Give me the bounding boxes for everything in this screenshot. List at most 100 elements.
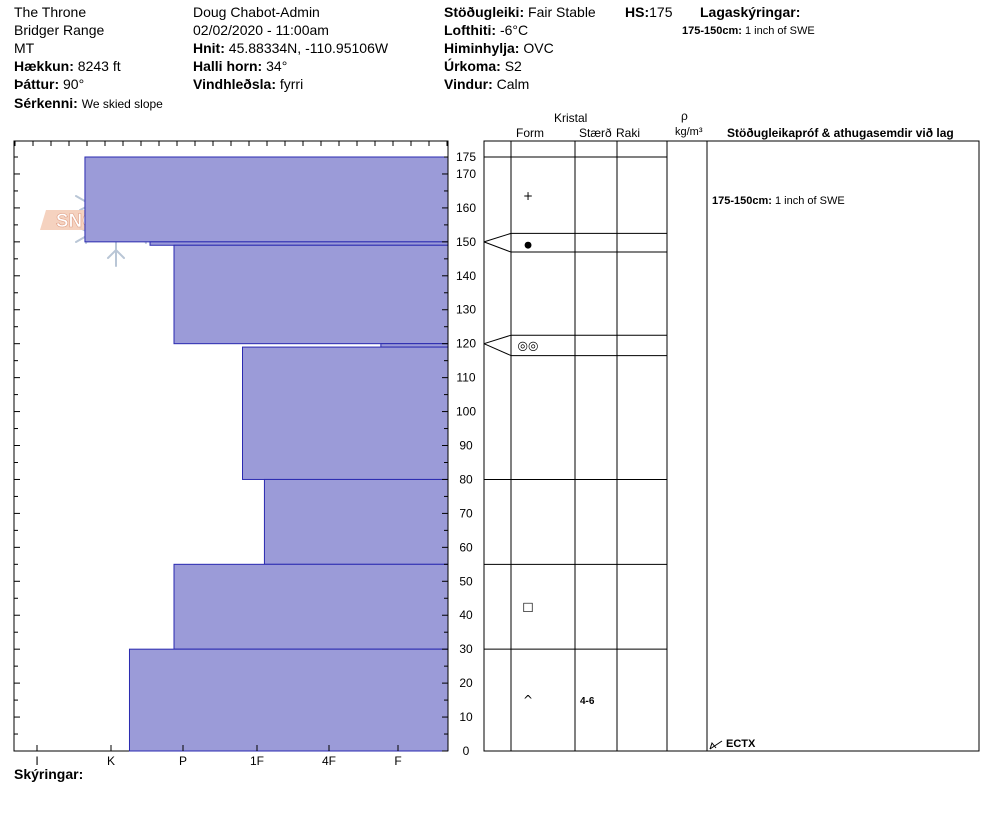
y-tick-label-130: 130 [456, 303, 476, 317]
comment-range: 175-150cm: [712, 195, 772, 207]
y-tick-label-100: 100 [456, 405, 476, 419]
tests-header: Stöðugleikapróf & athugasemdir við lag [727, 126, 954, 140]
wind-loading-value: fyrri [279, 76, 304, 92]
hardness-bar-2 [173, 244, 449, 345]
air-temp-value: -6°C [499, 22, 529, 38]
y-tick-label-0: 0 [463, 744, 470, 758]
y-tick-label-40: 40 [459, 608, 473, 622]
y-tick-label-140: 140 [456, 269, 476, 283]
grain-size-4: 4-6 [580, 696, 595, 707]
grain-form-1: ● [524, 241, 532, 251]
snow-height: HS:175 [625, 4, 672, 20]
hardness-bar-5 [263, 478, 449, 565]
comment-text: 1 inch of SWE [775, 195, 845, 207]
sky-value: OVC [523, 40, 554, 56]
form-header: Form [516, 126, 544, 140]
hs-label: HS: [625, 4, 650, 20]
test-arrow [709, 740, 723, 750]
stability: Stöðugleiki: Fair Stable [444, 4, 596, 20]
test-result: ECTX [726, 738, 756, 750]
test-arrow-head [709, 741, 717, 750]
hardness-bar-6 [173, 563, 449, 650]
air-temp-label: Lofthiti: [444, 22, 497, 38]
layer-note-range: 175-150cm: [682, 25, 742, 37]
x-tick-label-F: F [394, 754, 401, 768]
features: Sérkenni: We skied slope [14, 95, 163, 112]
y-tick-label-150: 150 [456, 235, 476, 249]
hardness-bar-0 [84, 156, 449, 243]
air-temperature: Lofthiti: -6°C [444, 22, 528, 38]
stability-label: Stöðugleiki: [444, 4, 525, 20]
y-tick-label-80: 80 [459, 472, 473, 486]
y-tick-label-170: 170 [456, 167, 476, 181]
datetime: 02/02/2020 - 11:00am [193, 22, 329, 38]
y-tick-label-110: 110 [456, 371, 475, 385]
slope-angle: Halli horn: 34° [193, 58, 287, 74]
elevation: Hækkun: 8243 ft [14, 58, 121, 74]
precipitation: Úrkoma: S2 [444, 58, 522, 74]
size-header: Stærð [579, 126, 612, 140]
features-value: We skied slope [81, 97, 163, 111]
state: MT [14, 40, 35, 56]
y-tick-label-175: 175 [456, 150, 476, 164]
layer-connector-2 [483, 343, 512, 357]
layer-table-frame [483, 140, 980, 752]
aspect-value: 90° [63, 76, 85, 92]
hs-value: 175 [649, 4, 673, 20]
hardness-bar-3 [380, 343, 449, 348]
x-tick-label-1F: 1F [250, 754, 264, 768]
aspect: Þáttur: 90° [14, 76, 84, 92]
kristal-header: Kristal [554, 111, 588, 125]
y-tick-label-60: 60 [459, 540, 473, 554]
layer-note: 175-150cm: 1 inch of SWE [682, 23, 815, 39]
wind: Vindur: Calm [444, 76, 529, 92]
coords-value: 45.88334N, -110.95106W [228, 40, 389, 56]
precip-value: S2 [504, 58, 522, 74]
stability-value: Fair Stable [528, 4, 596, 20]
elevation-label: Hækkun: [14, 58, 74, 74]
wind-value: Calm [496, 76, 530, 92]
elevation-value: 8243 ft [77, 58, 121, 74]
hardness-bar-4 [242, 346, 449, 480]
mountain-range: Bridger Range [14, 22, 105, 38]
wind-loading-label: Vindhleðsla: [193, 76, 276, 92]
precip-label: Úrkoma: [444, 58, 501, 74]
x-tick-label-4F: 4F [322, 754, 336, 768]
grain-form-2: ◎◎ [518, 338, 539, 352]
y-tick-label-90: 90 [459, 439, 473, 453]
hardness-bar-1 [149, 241, 449, 246]
slope-label: Halli horn: [193, 58, 263, 74]
y-tick-label-30: 30 [459, 642, 473, 656]
y-tick-label-20: 20 [459, 676, 473, 690]
comment-row: 175-150cm: 1 inch of SWE [712, 193, 845, 209]
y-tick-label-70: 70 [459, 506, 473, 520]
moisture-header: Raki [616, 126, 641, 140]
y-tick-label-10: 10 [459, 710, 473, 724]
y-tick-label-160: 160 [456, 201, 476, 215]
grain-form-4: ^ [523, 693, 533, 707]
sky-cover: Himinhylja: OVC [444, 40, 554, 56]
y-tick-label-120: 120 [456, 337, 476, 351]
density-unit-header: kg/m³ [675, 126, 703, 138]
features-label: Sérkenni: [14, 95, 78, 111]
aspect-label: Þáttur: [14, 76, 60, 92]
layer-notes-title: Lagaskýringar: [700, 4, 801, 20]
coordinates: Hnit: 45.88334N, -110.95106W [193, 40, 388, 56]
wind-label: Vindur: [444, 76, 493, 92]
coords-label: Hnit: [193, 40, 225, 56]
layer-connector-2 [483, 334, 512, 345]
x-tick-label-K: K [107, 754, 115, 768]
rho-header: ρ [681, 109, 688, 123]
layer-connector-1 [483, 241, 512, 253]
sky-label: Himinhylja: [444, 40, 520, 56]
observer: Doug Chabot-Admin [193, 4, 320, 20]
grain-form-3: □ [522, 600, 533, 614]
location: The Throne [14, 4, 87, 20]
y-tick-label-50: 50 [459, 574, 473, 588]
grain-form-0: + [523, 189, 533, 203]
hardness-bar-7 [128, 648, 449, 752]
x-tick-label-P: P [179, 754, 187, 768]
layer-connector-1 [483, 232, 512, 243]
wind-loading: Vindhleðsla: fyrri [193, 76, 303, 92]
